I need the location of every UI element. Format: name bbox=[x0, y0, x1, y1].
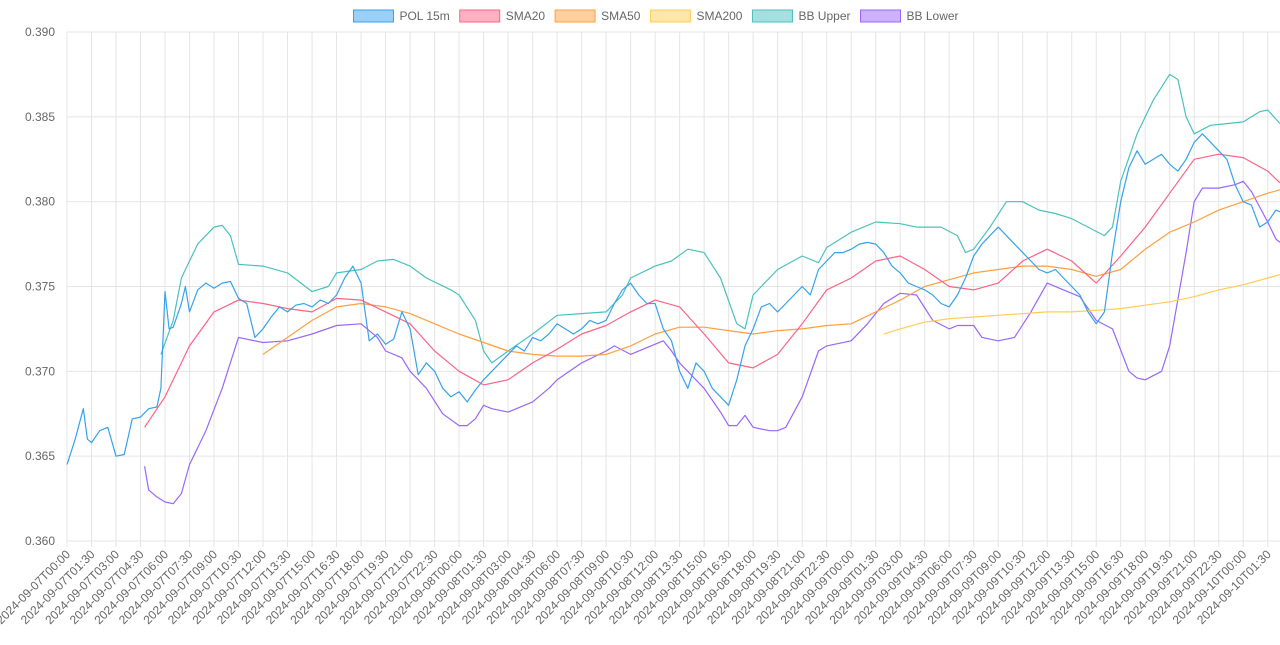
y-tick-label: 0.390 bbox=[25, 25, 55, 39]
grid bbox=[66, 31, 1280, 547]
legend-swatch bbox=[554, 9, 596, 23]
legend-swatch bbox=[860, 9, 901, 23]
y-tick-label: 0.360 bbox=[25, 534, 55, 548]
legend-swatch bbox=[751, 9, 793, 23]
legend-item-sma200[interactable]: SMA200 bbox=[649, 9, 743, 23]
legend-item-pol-15m[interactable]: POL 15m bbox=[352, 9, 450, 23]
legend-label: BB Lower bbox=[907, 9, 959, 23]
legend-item-sma20[interactable]: SMA20 bbox=[459, 9, 546, 23]
series-line-bb-upper bbox=[160, 73, 1280, 364]
series-line-sma200 bbox=[883, 274, 1280, 335]
legend-item-bb-upper[interactable]: BB Upper bbox=[751, 9, 851, 23]
legend: POL 15m SMA20 SMA50 SMA200 BB Upper BB Lower bbox=[352, 9, 959, 23]
x-axis: 2024-09-07T00:002024-09-07T01:302024-09-… bbox=[0, 547, 1274, 627]
series-line-sma50 bbox=[262, 189, 1280, 357]
legend-item-sma50[interactable]: SMA50 bbox=[554, 9, 641, 23]
series-line-bb-lower bbox=[144, 180, 1280, 505]
legend-label: BB Upper bbox=[798, 9, 850, 23]
legend-swatch bbox=[649, 9, 691, 23]
legend-label: POL 15m bbox=[399, 9, 449, 23]
y-tick-label: 0.365 bbox=[25, 449, 55, 463]
legend-label: SMA20 bbox=[506, 9, 546, 23]
legend-label: SMA200 bbox=[696, 9, 742, 23]
legend-swatch bbox=[352, 9, 394, 23]
series-layer bbox=[66, 73, 1280, 505]
legend-label: SMA50 bbox=[601, 9, 641, 23]
series-line-pol-15m bbox=[66, 133, 1280, 465]
y-tick-label: 0.385 bbox=[25, 110, 55, 124]
y-axis: 0.360 0.365 0.370 0.375 0.380 0.385 0.390 bbox=[25, 25, 55, 548]
series-line-sma20 bbox=[144, 153, 1280, 428]
y-tick-label: 0.380 bbox=[25, 195, 55, 209]
y-tick-label: 0.370 bbox=[25, 364, 55, 378]
legend-swatch bbox=[459, 9, 501, 23]
legend-item-bb-lower[interactable]: BB Lower bbox=[860, 9, 959, 23]
y-tick-label: 0.375 bbox=[25, 280, 55, 294]
